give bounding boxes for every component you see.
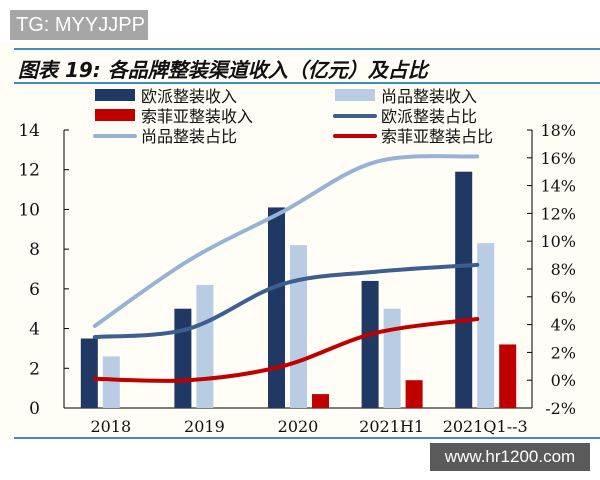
x-tick-label: 2020 [278,417,319,436]
divider [14,437,600,439]
watermark-top: TG: MYYJJPP [10,10,148,40]
right-tick-label: 2% [551,343,576,362]
left-tick-label: 0 [29,399,40,419]
line-series-1 [92,262,480,340]
legend-label: 尚品整装占比 [141,127,237,146]
legend-label: 索菲亚整装收入 [141,107,253,126]
x-tick-label: 2019 [184,417,225,436]
bar-3 [312,394,329,408]
watermark-bottom: www.hr1200.com [430,443,590,471]
bar-2 [196,284,214,408]
legend-swatch [95,109,135,121]
left-tick-label: 10 [18,200,40,220]
legend-swatch [95,89,135,101]
bar-1 [361,280,379,408]
right-tick-label: 4% [551,316,576,335]
bar-2 [477,243,495,408]
legend-label: 索菲亚整装占比 [381,127,493,146]
right-tick-label: 6% [551,288,576,307]
x-tick-label: 2021Q1--3 [443,417,528,436]
left-tick-label: 8 [29,240,40,260]
right-tick-label: -2% [545,399,576,418]
title-bar: 图表 19: 各品牌整装渠道收入（亿元）及占比 [14,48,600,84]
chart-title: 图表 19: 各品牌整装渠道收入（亿元）及占比 [18,58,428,82]
x-tick-label: 2018 [90,417,131,436]
left-tick-label: 12 [18,161,40,181]
right-tick-label: 14% [540,177,576,196]
left-tick-label: 6 [29,280,40,300]
right-tick-label: 16% [540,149,576,168]
right-tick-label: 0% [551,371,576,390]
bar-1 [268,207,285,408]
line-series-3 [92,317,480,383]
line-series-2 [92,154,480,328]
left-tick-label: 2 [29,359,40,379]
right-tick-label: 12% [540,204,576,223]
bar-2 [383,308,401,408]
bar-2 [102,356,120,408]
right-tick-label: 18% [540,121,576,140]
bar-3 [405,380,423,408]
legend-label: 尚品整装收入 [381,87,477,106]
right-tick-label: 8% [551,260,576,279]
legend-label: 欧派整装收入 [141,87,237,106]
chart: 0 2 4 6 8 10 12 14 -2% 0% 2% 4% 6% 8% 10% 12% 14% 16% 18% 2… [18,87,576,436]
bar-1 [80,338,98,408]
right-tick-label: 10% [540,232,576,251]
bar-3 [499,344,517,408]
x-tick-label: 2021H1 [359,417,424,436]
bar-1 [455,171,473,408]
bar-1 [174,308,192,408]
legend-swatch [335,89,375,101]
legend-label: 欧派整装占比 [381,107,477,126]
bar-2 [290,245,307,408]
left-tick-label: 4 [29,320,40,340]
left-tick-label: 14 [18,121,40,141]
